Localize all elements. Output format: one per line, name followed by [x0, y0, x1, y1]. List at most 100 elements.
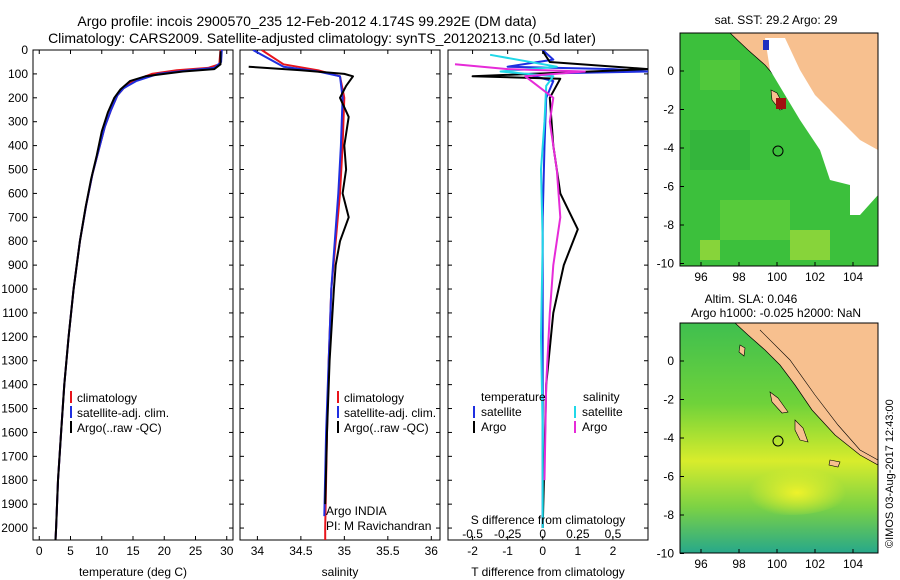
series-line-climatology — [54, 50, 222, 540]
ytick-label: 600 — [8, 186, 28, 200]
map-xtick-label: 102 — [805, 557, 825, 571]
map-ytick-label: -2 — [663, 103, 674, 117]
ytick-label: 1200 — [1, 330, 28, 344]
ytick-label: 1600 — [1, 425, 28, 439]
xtick-label: 2 — [610, 544, 617, 558]
sst-marker-red — [776, 98, 786, 109]
salinity-xlabel: salinity — [322, 565, 359, 579]
imos-stamp: ©IMOS 03-Aug-2017 12:43:00 — [884, 399, 896, 548]
series-line-temperature-satellite — [506, 50, 648, 528]
difference-legend-temp-argo: Argo — [481, 420, 507, 434]
sla-land-island-4 — [828, 459, 841, 468]
map-xtick-label: 96 — [694, 557, 708, 571]
map-ytick-label: -2 — [663, 393, 674, 407]
ytick-label: 300 — [8, 115, 28, 129]
series-line-temperature-argo — [471, 50, 648, 529]
ytick-label: 1700 — [1, 449, 28, 463]
sla-argo-position — [772, 435, 784, 447]
salinity-legend-satellite: satellite-adj. clim. — [344, 406, 436, 420]
sst-map — [679, 32, 879, 267]
map-ytick-label: 0 — [667, 354, 674, 368]
series-line-argo-raw-qc- — [248, 65, 354, 505]
sla-map-title-1: Altim. SLA: 0.046 — [705, 292, 798, 306]
map-ytick-label: 0 — [667, 64, 674, 78]
sst-argo-position — [772, 145, 784, 157]
map-ytick-label: -8 — [663, 508, 674, 522]
difference-legend-temp-satellite: satellite — [481, 405, 522, 419]
ytick-label: 0 — [21, 43, 28, 57]
map-ytick-label: -6 — [663, 470, 674, 484]
xtick-label: 20 — [158, 544, 172, 558]
xtick-top-label: 0.25 — [566, 527, 590, 541]
series-line-salinity-argo — [454, 63, 586, 481]
series-line-argo-raw-qc- — [54, 51, 222, 540]
xtick-top-label: -0.5 — [462, 527, 483, 541]
sla-map-title-2: Argo h1000: -0.025 h2000: NaN — [691, 306, 861, 320]
xtick-label: 15 — [126, 544, 140, 558]
map-xtick-label: 96 — [694, 270, 708, 284]
sst-marker-blue — [763, 40, 769, 50]
ytick-label: 200 — [8, 91, 28, 105]
salinity-legend: climatology satellite-adj. clim. Argo(..… — [326, 391, 436, 533]
xtick-label: -1 — [502, 544, 513, 558]
map-xtick-label: 104 — [843, 270, 863, 284]
sla-land-island-3 — [794, 419, 809, 443]
temperature-legend: climatology satellite-adj. clim. Argo(..… — [70, 391, 169, 435]
temperature-legend-climatology: climatology — [77, 391, 137, 405]
xtick-label: 30 — [220, 544, 234, 558]
xtick-label: 5 — [67, 544, 74, 558]
difference-xlabel-top: S difference from climatology — [471, 513, 626, 527]
map-xtick-label: 98 — [732, 557, 746, 571]
salinity-legend-climatology: climatology — [344, 391, 404, 405]
ytick-label: 500 — [8, 163, 28, 177]
sst-nodata — [765, 38, 878, 215]
temperature-xlabel: temperature (deg C) — [79, 565, 187, 579]
xtick-top-label: -0.25 — [494, 527, 522, 541]
series-line-salinity-satellite — [489, 53, 558, 528]
difference-legend-title-temperature: temperature — [481, 390, 546, 404]
xtick-label: 0 — [539, 544, 546, 558]
salinity-legend-argo: Argo(..raw -QC) — [344, 421, 429, 435]
ytick-label: 1400 — [1, 378, 28, 392]
ytick-label: 1000 — [1, 282, 28, 296]
xtick-label: 36 — [425, 544, 439, 558]
map-xtick-label: 98 — [732, 270, 746, 284]
ytick-label: 1500 — [1, 402, 28, 416]
ytick-label: 400 — [8, 139, 28, 153]
difference-legend-sal-satellite: satellite — [582, 405, 623, 419]
salinity-annotation-1: Argo INDIA — [326, 504, 387, 518]
salinity-annotation-2: PI: M Ravichandran — [326, 519, 431, 533]
xtick-label: 34 — [251, 544, 265, 558]
map-ytick-label: -8 — [663, 218, 674, 232]
xtick-top-label: 0 — [539, 527, 546, 541]
temperature-legend-argo: Argo(..raw -QC) — [77, 421, 162, 435]
sla-map — [679, 322, 879, 554]
sla-land-island-2 — [769, 391, 789, 414]
xtick-top-label: 0.5 — [605, 527, 622, 541]
difference-legend-title-salinity: salinity — [583, 390, 620, 404]
xtick-label: 35 — [338, 544, 352, 558]
difference-legend: temperature salinity satellite Argo sate… — [473, 390, 623, 434]
series-line-satellite-adj-clim- — [54, 50, 223, 540]
map-xtick-label: 100 — [767, 557, 787, 571]
ytick-label: 1100 — [2, 306, 28, 320]
ytick-label: 900 — [8, 258, 28, 272]
ytick-label: 700 — [8, 210, 28, 224]
ytick-label: 1800 — [1, 473, 28, 487]
map-ytick-label: -4 — [663, 141, 674, 155]
ytick-label: 2000 — [1, 521, 28, 535]
map-ytick-label: -10 — [657, 257, 675, 271]
title-line-2: Climatology: CARS2009. Satellite-adjuste… — [48, 30, 596, 46]
ytick-label: 1900 — [1, 497, 28, 511]
xtick-label: -2 — [467, 544, 478, 558]
temperature-legend-satellite: satellite-adj. clim. — [77, 406, 169, 420]
ytick-label: 100 — [8, 67, 28, 81]
ytick-label: 800 — [8, 234, 28, 248]
xtick-label: 10 — [95, 544, 109, 558]
map-ytick-label: -10 — [657, 547, 675, 561]
xtick-label: 35.5 — [376, 544, 400, 558]
map-xtick-label: 100 — [767, 270, 787, 284]
difference-axes — [447, 49, 649, 541]
sst-map-title: sat. SST: 29.2 Argo: 29 — [715, 13, 838, 27]
